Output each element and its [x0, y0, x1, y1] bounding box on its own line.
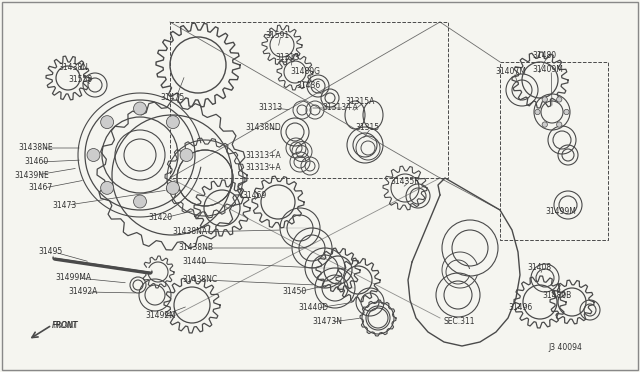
- Circle shape: [166, 182, 179, 194]
- Circle shape: [557, 122, 562, 127]
- Text: J3 40094: J3 40094: [548, 343, 582, 353]
- Text: SEC.311: SEC.311: [443, 317, 474, 327]
- Text: FRONT: FRONT: [52, 321, 78, 330]
- Text: 31313: 31313: [275, 54, 299, 62]
- Text: 31407M: 31407M: [495, 67, 526, 77]
- Circle shape: [134, 102, 147, 115]
- Text: 31480G: 31480G: [290, 67, 320, 77]
- Text: 31495: 31495: [38, 247, 62, 257]
- Text: 31313+A: 31313+A: [245, 164, 281, 173]
- Text: 31496: 31496: [508, 304, 532, 312]
- Circle shape: [564, 109, 569, 115]
- Text: 31315: 31315: [355, 124, 379, 132]
- Circle shape: [166, 116, 179, 129]
- Text: 31473: 31473: [52, 201, 76, 209]
- Circle shape: [100, 116, 113, 129]
- Text: 31409M: 31409M: [532, 65, 563, 74]
- Text: 31438ND: 31438ND: [245, 124, 281, 132]
- Text: 31440: 31440: [182, 257, 206, 266]
- Circle shape: [100, 182, 113, 194]
- Text: 31438NB: 31438NB: [178, 244, 213, 253]
- Text: 31480: 31480: [532, 51, 556, 60]
- Circle shape: [134, 195, 147, 208]
- Text: 31313+A: 31313+A: [245, 151, 281, 160]
- Text: 31469: 31469: [242, 190, 266, 199]
- Text: 31313: 31313: [258, 103, 282, 112]
- Text: 31438NA: 31438NA: [172, 228, 207, 237]
- Text: FRONT: FRONT: [52, 321, 78, 330]
- Circle shape: [557, 97, 562, 102]
- Text: 31550: 31550: [68, 76, 92, 84]
- Text: 31408: 31408: [527, 263, 551, 273]
- Text: 31313+A: 31313+A: [322, 103, 358, 112]
- Circle shape: [542, 122, 547, 127]
- Text: 31436: 31436: [296, 81, 320, 90]
- Text: 31438N: 31438N: [58, 64, 88, 73]
- Text: 31473N: 31473N: [312, 317, 342, 327]
- Text: 31492M: 31492M: [145, 311, 176, 320]
- Text: 31315A: 31315A: [345, 97, 374, 106]
- Text: 31420: 31420: [148, 214, 172, 222]
- Text: 31480B: 31480B: [542, 291, 572, 299]
- Text: 31492A: 31492A: [68, 288, 97, 296]
- Text: 31438NC: 31438NC: [182, 276, 217, 285]
- Text: 31499M: 31499M: [545, 208, 576, 217]
- Text: 31439NE: 31439NE: [14, 170, 49, 180]
- Text: 31435R: 31435R: [390, 177, 420, 186]
- Text: 31475: 31475: [160, 93, 184, 103]
- Circle shape: [542, 97, 547, 102]
- Circle shape: [180, 148, 193, 161]
- Text: 31591: 31591: [265, 31, 289, 39]
- Text: 31440D: 31440D: [298, 304, 328, 312]
- Text: 31460: 31460: [24, 157, 48, 167]
- Text: 31438NE: 31438NE: [18, 144, 52, 153]
- Circle shape: [87, 148, 100, 161]
- Circle shape: [535, 109, 540, 115]
- Text: 31450: 31450: [282, 288, 307, 296]
- Text: 31499MA: 31499MA: [55, 273, 91, 282]
- Text: 31467: 31467: [28, 183, 52, 192]
